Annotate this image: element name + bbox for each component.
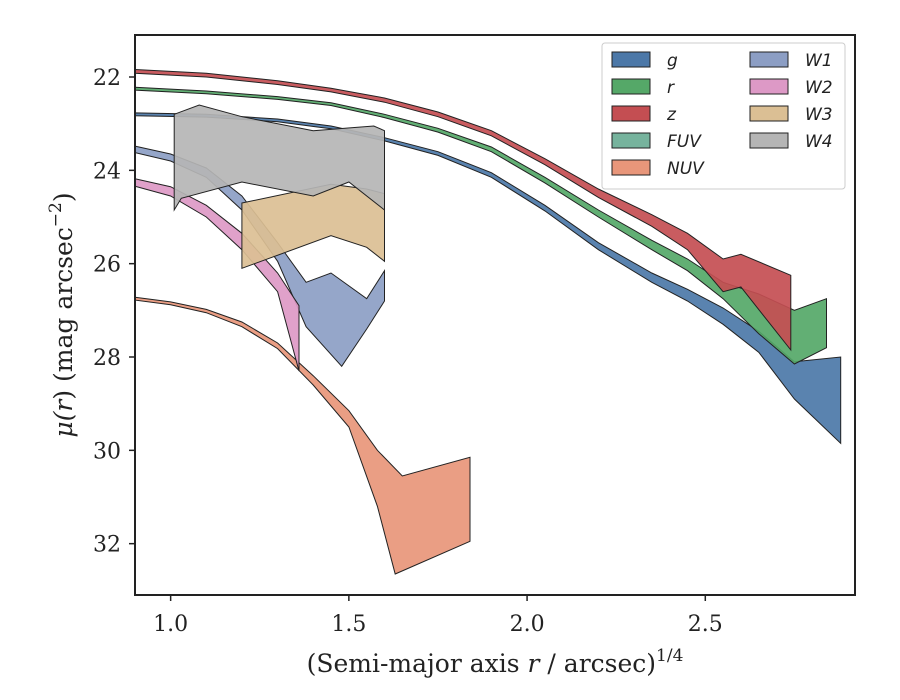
y-tick-label: 26 (93, 253, 121, 278)
legend-label-w1: W1 (805, 51, 833, 71)
legend-label-w2: W2 (805, 78, 833, 98)
legend-label-fuv: FUV (667, 132, 702, 152)
y-tick-label: 30 (93, 439, 121, 464)
legend-swatch-w3 (749, 105, 789, 122)
y-tick-label: 24 (93, 159, 121, 184)
legend-label-nuv: NUV (667, 159, 705, 179)
y-tick-label: 32 (93, 533, 121, 558)
legend-swatch-w4 (749, 132, 789, 149)
legend-swatch-z (611, 105, 651, 122)
x-tick-label: 2.5 (688, 612, 723, 637)
plot-frame (134, 34, 856, 596)
band-w2 (134, 178, 300, 372)
legend-swatch-g (611, 51, 651, 68)
legend-swatch-r (611, 78, 651, 95)
x-tick-label: 1.5 (331, 612, 366, 637)
legend-swatch-w2 (749, 78, 789, 95)
band-w4 (173, 104, 385, 212)
legend-swatch-nuv (611, 159, 651, 176)
band-w3 (241, 183, 385, 270)
legend-label-g: g (667, 51, 678, 71)
band-r (134, 86, 827, 365)
x-tick-label: 2.0 (510, 612, 545, 637)
x-axis-title: (Semi-major axis r / arcsec)1/4 (307, 646, 684, 678)
band-z (134, 68, 792, 352)
x-tick-label: 1.0 (153, 612, 188, 637)
y-tick-label: 28 (93, 346, 121, 371)
series-layer (134, 68, 842, 575)
legend-label-z: z (666, 105, 677, 125)
legend-label-r: r (667, 78, 675, 98)
band-nuv (134, 296, 471, 575)
y-tick-label: 22 (93, 66, 121, 91)
y-axis-title: μ(r) (mag arcsec−2) (46, 192, 78, 437)
legend-swatch-fuv (611, 132, 651, 149)
legend: grz FUV NUV W1 W2 W3 W4 (601, 42, 846, 190)
legend-swatch-w1 (749, 51, 789, 68)
ticks-layer: 1.0 1.5 2.0 2.5 22 24 26 28 30 32 (93, 66, 723, 637)
legend-label-w3: W3 (805, 105, 833, 125)
legend-label-w4: W4 (805, 132, 833, 152)
